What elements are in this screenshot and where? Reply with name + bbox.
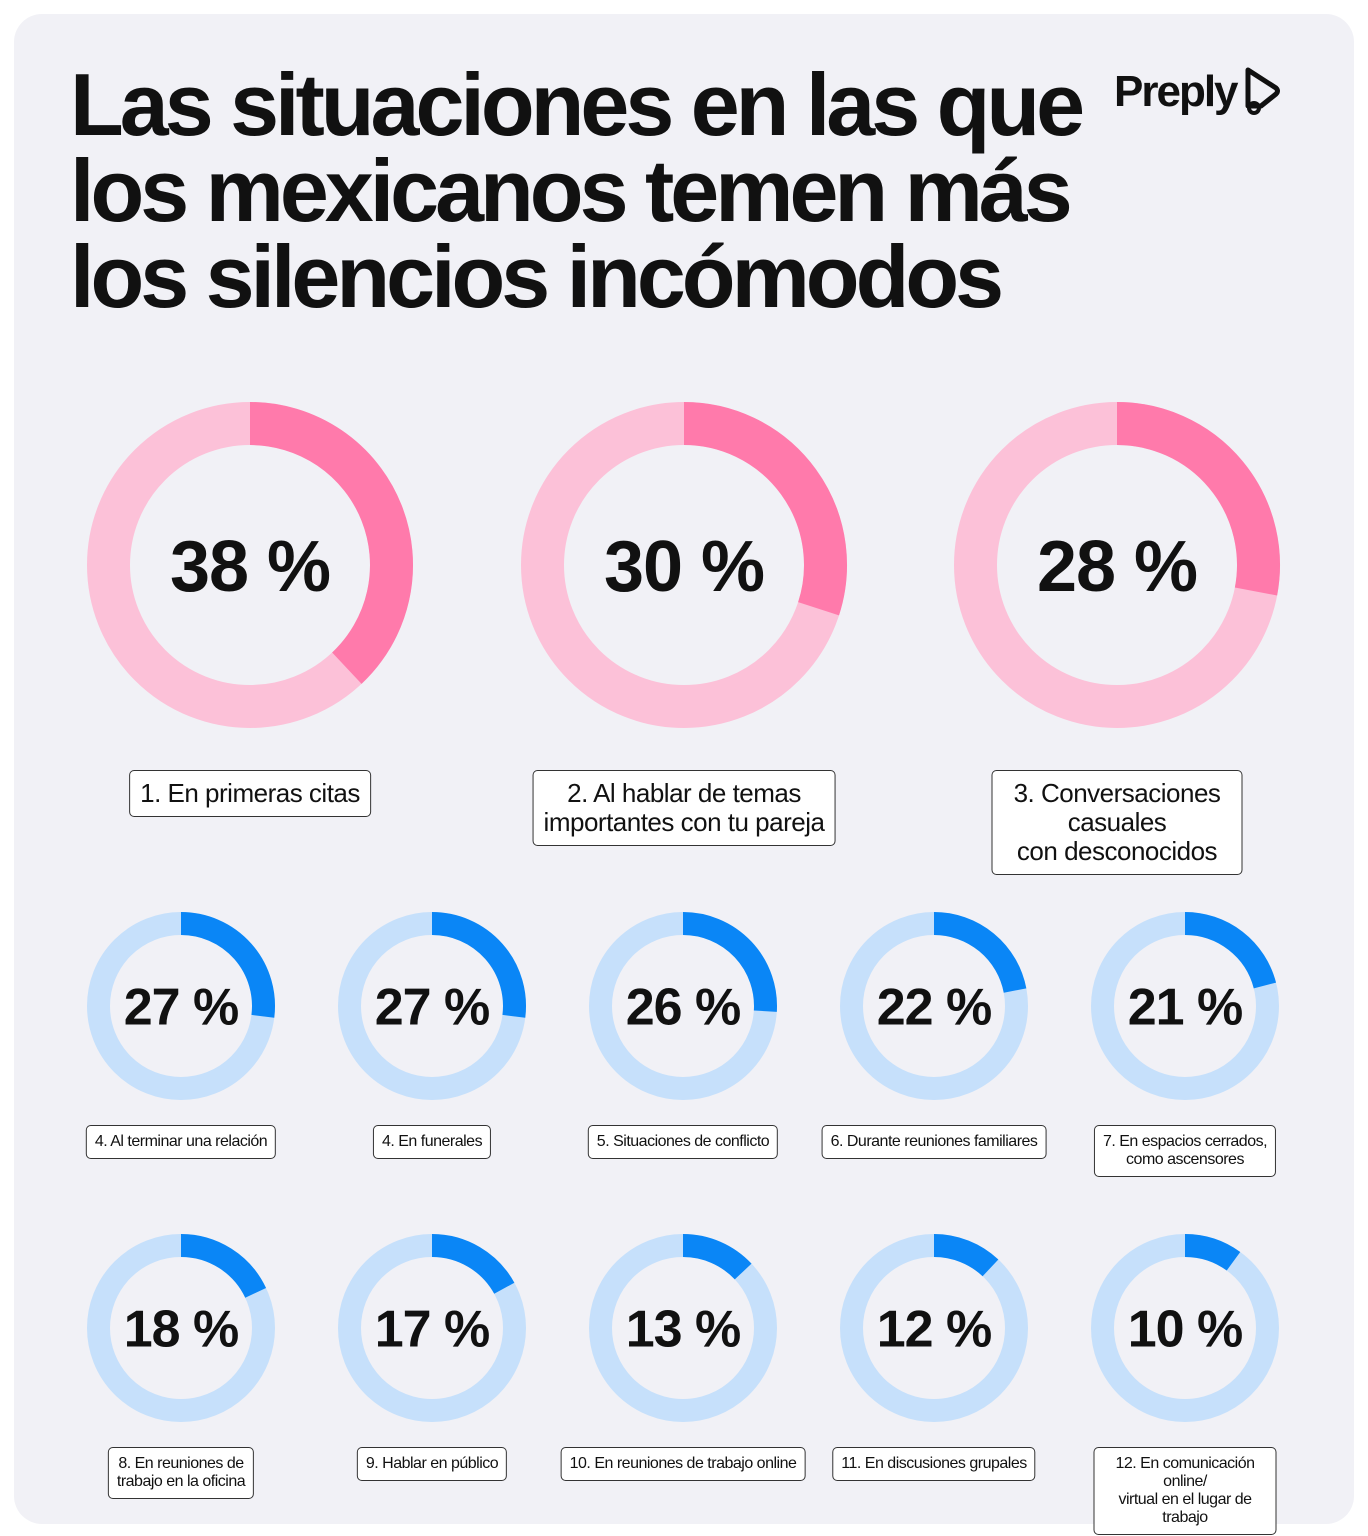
page-title: Las situaciones en las que los mexicanos…	[70, 55, 1085, 326]
percent-label: 12 %	[877, 1301, 992, 1359]
category-label: 7. En espacios cerrados, como ascensores	[1093, 1125, 1277, 1177]
percent-label: 22 %	[877, 979, 992, 1037]
percent-label: 13 %	[626, 1301, 741, 1359]
percent-label: 27 %	[124, 979, 239, 1037]
percent-label: 18 %	[124, 1301, 239, 1359]
category-label: 12. En comunicación online/ virtual en e…	[1093, 1447, 1277, 1535]
percent-label: 27 %	[375, 979, 490, 1037]
donut-arc	[933, 912, 1027, 994]
donut-arc	[683, 402, 847, 616]
donut-arc	[682, 1234, 752, 1280]
donut-arc	[933, 1234, 999, 1277]
donut-arc	[180, 912, 275, 1018]
donut-arc	[431, 912, 526, 1018]
donut-arc	[431, 1234, 515, 1295]
category-label: 11. En discusiones grupales	[832, 1447, 1036, 1481]
percent-label: 17 %	[375, 1301, 490, 1359]
category-label: 3. Conversaciones casuales con desconoci…	[991, 770, 1243, 875]
category-label: 9. Hablar en público	[356, 1447, 508, 1481]
percent-label: 38 %	[170, 527, 330, 607]
logo-text: Preply	[1114, 67, 1239, 116]
category-label: 4. En funerales	[372, 1125, 492, 1159]
category-label: 1. En primeras citas	[129, 770, 371, 817]
category-label: 6. Durante reuniones familiares	[821, 1125, 1047, 1159]
category-label: 2. Al hablar de temas importantes con tu…	[532, 770, 836, 846]
percent-label: 26 %	[626, 979, 741, 1037]
donut-arc	[249, 402, 413, 684]
category-label: 5. Situaciones de conflicto	[587, 1125, 779, 1159]
category-label: 4. Al terminar una relación	[85, 1125, 277, 1159]
donut-arc	[1184, 1234, 1241, 1271]
category-label: 8. En reuniones de trabajo en la oficina	[107, 1447, 255, 1499]
category-label: 10. En reuniones de trabajo online	[560, 1447, 806, 1481]
percent-label: 10 %	[1128, 1301, 1243, 1359]
donut-arc	[1116, 402, 1280, 596]
donut-arc	[1184, 912, 1277, 989]
percent-label: 21 %	[1128, 979, 1243, 1037]
percent-label: 28 %	[1037, 527, 1197, 607]
donut-arc	[682, 912, 777, 1012]
donut-arc	[180, 1234, 267, 1299]
preply-play-icon	[1245, 67, 1280, 115]
percent-label: 30 %	[604, 527, 764, 607]
preply-logo: Preply	[1114, 66, 1281, 118]
